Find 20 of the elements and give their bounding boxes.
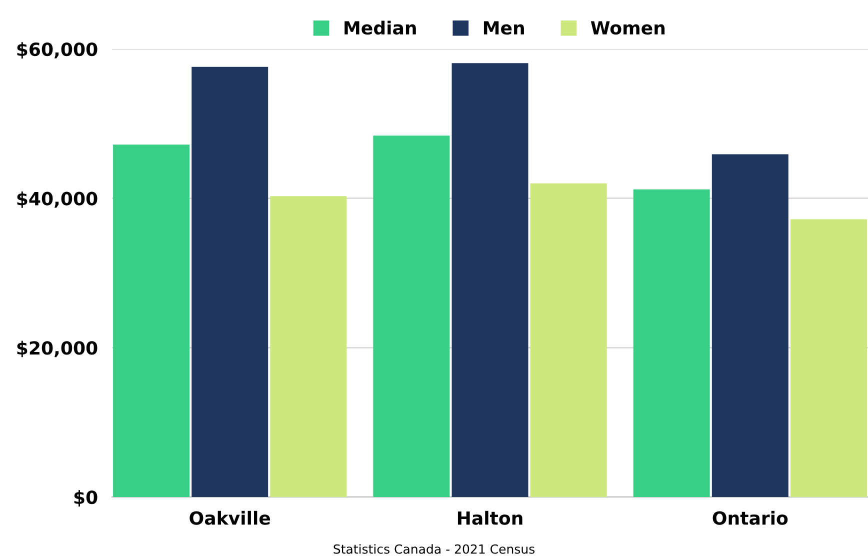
bar (373, 136, 450, 497)
bar (633, 189, 710, 497)
bar (790, 219, 867, 497)
y-tick-label: $20,000 (17, 340, 98, 358)
legend-label: Women (590, 21, 665, 35)
legend-label: Men (484, 21, 524, 35)
bar (192, 66, 268, 497)
bar (530, 183, 607, 497)
x-tick-label: Oakville (190, 510, 270, 525)
x-tick-label: Halton (458, 510, 522, 525)
bar (452, 63, 528, 497)
text: Statistics Canada - 2021 Census (334, 544, 534, 554)
bar (113, 144, 190, 497)
bar (712, 154, 788, 497)
bar (270, 196, 347, 497)
y-tick-label: $60,000 (17, 42, 98, 59)
legend-label: Median (344, 20, 416, 35)
y-tick-label: $0 (74, 490, 98, 507)
x-tick-label: Ontario (712, 510, 788, 525)
y-tick-label: $40,000 (17, 191, 98, 208)
